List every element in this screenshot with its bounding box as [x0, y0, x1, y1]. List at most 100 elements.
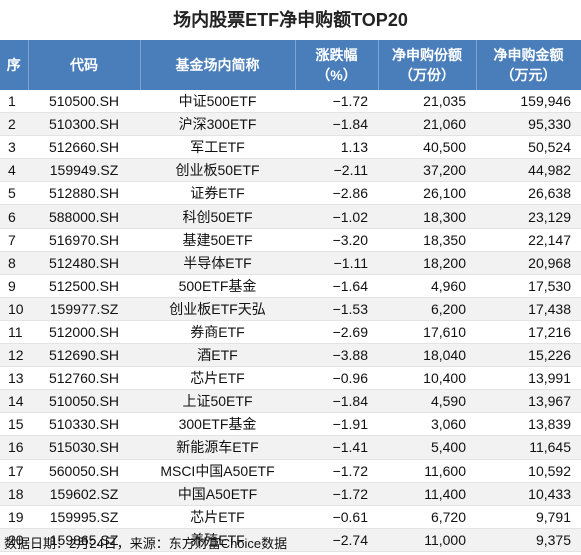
table-cell: −1.84	[295, 112, 378, 137]
table-row: 20 159865.SZ 养殖ETF −2.74 11,000 9,375	[0, 528, 581, 552]
table-cell: 4,590	[378, 389, 476, 414]
table-cell: 510330.SH	[28, 412, 140, 437]
table-cell: 159602.SZ	[28, 482, 140, 506]
table-cell: 95,330	[476, 112, 581, 137]
table-row: 18 159602.SZ 中国A50ETF −1.72 11,400 10,433	[0, 482, 581, 506]
table-cell: 21,035	[378, 90, 476, 114]
table-row: 12 512690.SH 酒ETF −3.88 18,040 15,226	[0, 343, 581, 368]
table-cell: 300ETF基金	[140, 412, 295, 437]
table-cell: 3	[0, 135, 28, 160]
table-cell: 20	[0, 528, 28, 552]
table-cell: 11,645	[476, 435, 581, 460]
table-cell: 26,100	[378, 181, 476, 206]
header-cell: 基金场内简称	[140, 40, 296, 90]
table-cell: 512880.SH	[28, 181, 140, 206]
table-cell: 5	[0, 181, 28, 206]
table-cell: −1.72	[295, 459, 378, 483]
table-cell: 11	[0, 320, 28, 345]
table-row: 9 512500.SH 500ETF基金 −1.64 4,960 17,530	[0, 274, 581, 298]
table-cell: −1.84	[295, 389, 378, 414]
table-cell: 10,400	[378, 366, 476, 391]
table-row: 8 512480.SH 半导体ETF −1.11 18,200 20,968	[0, 251, 581, 275]
table-cell: 14	[0, 389, 28, 414]
table-cell: −0.96	[295, 366, 378, 391]
table-cell: 512760.SH	[28, 366, 140, 391]
table-cell: −1.02	[295, 204, 378, 229]
table-cell: 中国A50ETF	[140, 482, 295, 506]
header-text: （%）	[316, 67, 357, 83]
table-cell: 13	[0, 366, 28, 391]
table-cell: 13,967	[476, 389, 581, 414]
table-cell: 17	[0, 459, 28, 483]
table-cell: 50,524	[476, 135, 581, 160]
table-cell: 芯片ETF	[140, 505, 295, 529]
table-cell: 17,530	[476, 274, 581, 298]
table-cell: 18,300	[378, 204, 476, 229]
table-cell: −0.61	[295, 505, 378, 529]
table-body: 1 510500.SH 中证500ETF −1.72 21,035 159,946 2 510…	[0, 90, 581, 552]
header-text: 代码	[70, 57, 98, 73]
table-cell: −2.11	[295, 158, 378, 183]
table-cell: 18,040	[378, 343, 476, 368]
table-cell: 中证500ETF	[140, 90, 295, 114]
table-cell: 10	[0, 297, 28, 321]
table-cell: −2.86	[295, 181, 378, 206]
table-cell: 22,147	[476, 228, 581, 252]
table-cell: 23,129	[476, 204, 581, 229]
table-cell: 512660.SH	[28, 135, 140, 160]
header-text: 净申购金额	[493, 47, 564, 63]
table-cell: 11,000	[378, 528, 476, 552]
table-cell: 510050.SH	[28, 389, 140, 414]
table-cell: −2.74	[295, 528, 378, 552]
table-cell: 6	[0, 204, 28, 229]
table-cell: −1.53	[295, 297, 378, 321]
table-cell: 4,960	[378, 274, 476, 298]
table-cell: 16	[0, 435, 28, 460]
table-cell: 15,226	[476, 343, 581, 368]
table-cell: 44,982	[476, 158, 581, 183]
table-cell: 19	[0, 505, 28, 529]
header-text: 净申购份额	[392, 47, 462, 63]
header-text: 涨跌幅	[315, 47, 358, 63]
header-text: （万元）	[500, 67, 557, 83]
table-cell: 上证50ETF	[140, 389, 295, 414]
table-cell: 512000.SH	[28, 320, 140, 345]
table-cell: −1.64	[295, 274, 378, 298]
table-cell: −3.88	[295, 343, 378, 368]
table-cell: 10,433	[476, 482, 581, 506]
title: 场内股票ETF净申购额TOP20	[173, 10, 408, 30]
header-text: 基金场内简称	[175, 57, 260, 73]
table-cell: 159949.SZ	[28, 158, 140, 183]
header-cell: 序	[0, 40, 29, 90]
table-row: 7 516970.SH 基建50ETF −3.20 18,350 22,147	[0, 228, 581, 252]
table-cell: 512480.SH	[28, 251, 140, 275]
table-cell: 21,060	[378, 112, 476, 137]
table-row: 19 159995.SZ 芯片ETF −0.61 6,720 9,791	[0, 505, 581, 529]
table-cell: 4	[0, 158, 28, 183]
table-cell: 1.13	[295, 135, 378, 160]
table-cell: 159,946	[476, 90, 581, 114]
table-row: 5 512880.SH 证券ETF −2.86 26,100 26,638	[0, 181, 581, 206]
table-cell: 科创50ETF	[140, 204, 295, 229]
table-cell: −1.11	[295, 251, 378, 275]
table-cell: 15	[0, 412, 28, 437]
table-cell: 512690.SH	[28, 343, 140, 368]
header-text: （万份）	[399, 67, 455, 83]
table-cell: MSCI中国A50ETF	[140, 459, 295, 483]
table-cell: 20,968	[476, 251, 581, 275]
table-cell: 9,791	[476, 505, 581, 529]
table-cell: 6,720	[378, 505, 476, 529]
table-cell: 159995.SZ	[28, 505, 140, 529]
table-cell: 13,991	[476, 366, 581, 391]
table-cell: 516970.SH	[28, 228, 140, 252]
table-cell: 9	[0, 274, 28, 298]
table-cell: 159977.SZ	[28, 297, 140, 321]
table-cell: 创业板ETF天弘	[140, 297, 295, 321]
table-cell: 9,375	[476, 528, 581, 552]
table-row: 3 512660.SH 军工ETF 1.13 40,500 50,524	[0, 135, 581, 160]
table-cell: 芯片ETF	[140, 366, 295, 391]
table-cell: 3,060	[378, 412, 476, 437]
table-cell: 13,839	[476, 412, 581, 437]
table-cell: 半导体ETF	[140, 251, 295, 275]
